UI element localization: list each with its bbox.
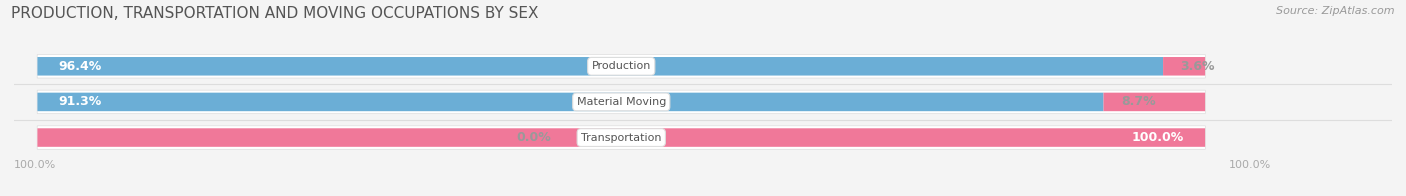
Legend: Male, Female: Male, Female bbox=[538, 193, 673, 196]
Text: 96.4%: 96.4% bbox=[59, 60, 101, 73]
Text: 91.3%: 91.3% bbox=[59, 95, 101, 108]
FancyBboxPatch shape bbox=[1163, 57, 1205, 75]
Text: 100.0%: 100.0% bbox=[1132, 131, 1184, 144]
Text: Transportation: Transportation bbox=[581, 132, 661, 142]
FancyBboxPatch shape bbox=[1104, 93, 1205, 111]
Text: 100.0%: 100.0% bbox=[1229, 160, 1271, 170]
Text: 3.6%: 3.6% bbox=[1181, 60, 1215, 73]
Text: PRODUCTION, TRANSPORTATION AND MOVING OCCUPATIONS BY SEX: PRODUCTION, TRANSPORTATION AND MOVING OC… bbox=[11, 6, 538, 21]
FancyBboxPatch shape bbox=[38, 93, 1104, 111]
FancyBboxPatch shape bbox=[37, 90, 1205, 114]
Text: 8.7%: 8.7% bbox=[1121, 95, 1156, 108]
Text: 0.0%: 0.0% bbox=[516, 131, 551, 144]
Text: Production: Production bbox=[592, 61, 651, 71]
Text: 100.0%: 100.0% bbox=[14, 160, 56, 170]
FancyBboxPatch shape bbox=[37, 54, 1205, 78]
Text: Material Moving: Material Moving bbox=[576, 97, 666, 107]
Text: Source: ZipAtlas.com: Source: ZipAtlas.com bbox=[1277, 6, 1395, 16]
FancyBboxPatch shape bbox=[38, 128, 1205, 147]
FancyBboxPatch shape bbox=[38, 57, 1163, 75]
FancyBboxPatch shape bbox=[37, 126, 1205, 149]
